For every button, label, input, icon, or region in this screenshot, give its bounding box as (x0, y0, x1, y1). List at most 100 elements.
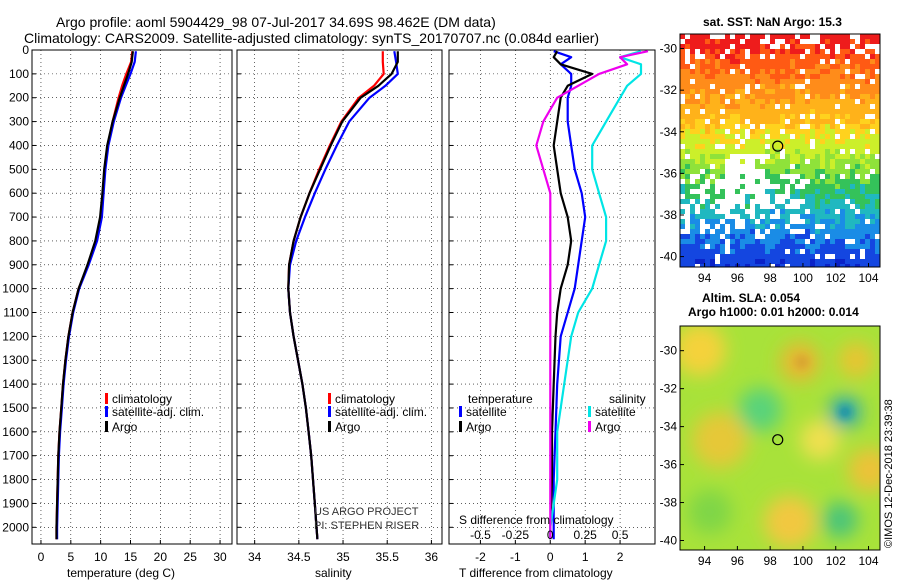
sst-cell (700, 79, 705, 84)
sst-cell (805, 164, 810, 169)
sst-cell (695, 119, 700, 124)
sst-cell (710, 154, 715, 159)
legend-swatch-clim (328, 393, 331, 404)
sst-cell (785, 49, 790, 54)
sst-cell (840, 244, 845, 249)
sst-cell (785, 99, 790, 104)
sst-cell (825, 129, 830, 134)
sla-map-title-1: Altim. SLA: 0.054 (702, 291, 800, 305)
sst-cell (840, 119, 845, 124)
sst-cell (770, 164, 775, 169)
sst-cell (710, 149, 715, 154)
sst-cell (820, 149, 825, 154)
sst-cell (715, 104, 720, 109)
sst-cell (805, 99, 810, 104)
sst-cell (700, 129, 705, 134)
sst-cell (850, 119, 855, 124)
sst-cell (760, 254, 765, 259)
legend-argo-label: Argo (112, 420, 138, 434)
sst-cell (750, 194, 755, 199)
sst-cell (720, 214, 725, 219)
sst-cell (765, 84, 770, 89)
sst-cell (810, 134, 815, 139)
sst-cell (870, 254, 875, 259)
sst-cell (755, 94, 760, 99)
sst-cell (770, 109, 775, 114)
sst-cell (825, 59, 830, 64)
sst-cell (825, 159, 830, 164)
sst-cell (775, 174, 780, 179)
y-tick-label: 1100 (3, 306, 29, 320)
sst-cell (735, 109, 740, 114)
sst-cell (765, 234, 770, 239)
sst-cell (755, 149, 760, 154)
sst-cell (680, 259, 685, 264)
sst-cell (745, 59, 750, 64)
sst-cell (805, 199, 810, 204)
sst-cell (740, 79, 745, 84)
sst-cell (815, 74, 820, 79)
sst-cell (750, 219, 755, 224)
sst-cell (835, 74, 840, 79)
sst-cell (775, 159, 780, 164)
sst-cell (830, 184, 835, 189)
sst-cell (790, 39, 795, 44)
sst-cell (730, 219, 735, 224)
s-tick-label: 0 (547, 528, 554, 542)
sst-cell (705, 104, 710, 109)
y-tick-label: 1400 (2, 377, 29, 391)
sst-cell (860, 204, 865, 209)
sst-cell (780, 114, 785, 119)
sst-cell (835, 264, 840, 267)
sst-cell (735, 54, 740, 59)
sst-cell (685, 94, 690, 99)
sst-cell (750, 49, 755, 54)
sst-cell (705, 214, 710, 219)
map-y-tick-label: -38 (660, 496, 678, 510)
sst-cell (695, 259, 700, 264)
sst-cell (790, 139, 795, 144)
sst-cell (840, 179, 845, 184)
map-x-tick-label: 96 (731, 271, 745, 285)
sst-cell (685, 139, 690, 144)
sst-cell (850, 189, 855, 194)
sst-cell (705, 259, 710, 264)
sst-cell (755, 69, 760, 74)
sst-cell (870, 134, 875, 139)
y-tick-label: 800 (9, 234, 29, 248)
sst-cell (850, 214, 855, 219)
sst-cell (815, 99, 820, 104)
legend-swatch-s-argo (588, 421, 591, 432)
sst-cell (840, 59, 845, 64)
sst-cell (770, 39, 775, 44)
sst-cell (715, 174, 720, 179)
sst-cell (715, 89, 720, 94)
sst-cell (725, 34, 730, 39)
sst-cell (775, 134, 780, 139)
sst-cell (780, 214, 785, 219)
sst-cell (740, 49, 745, 54)
sst-cell (815, 244, 820, 249)
sst-cell (725, 254, 730, 259)
sst-cell (815, 114, 820, 119)
sst-cell (870, 124, 875, 129)
sst-cell (755, 44, 760, 49)
sst-cell (835, 244, 840, 249)
sst-cell (745, 219, 750, 224)
sst-cell (870, 214, 875, 219)
sst-cell (770, 64, 775, 69)
sst-cell (690, 234, 695, 239)
sst-cell (865, 124, 870, 129)
sst-cell (845, 109, 850, 114)
y-tick-label: 1500 (2, 401, 29, 415)
sst-cell (825, 179, 830, 184)
legend-clim-label: climatology (335, 392, 395, 406)
sst-cell (785, 64, 790, 69)
sst-cell (725, 134, 730, 139)
sst-cell (845, 129, 850, 134)
sst-cell (755, 39, 760, 44)
sst-cell (690, 184, 695, 189)
sst-cell (710, 249, 715, 254)
sst-cell (850, 194, 855, 199)
sst-cell (830, 164, 835, 169)
